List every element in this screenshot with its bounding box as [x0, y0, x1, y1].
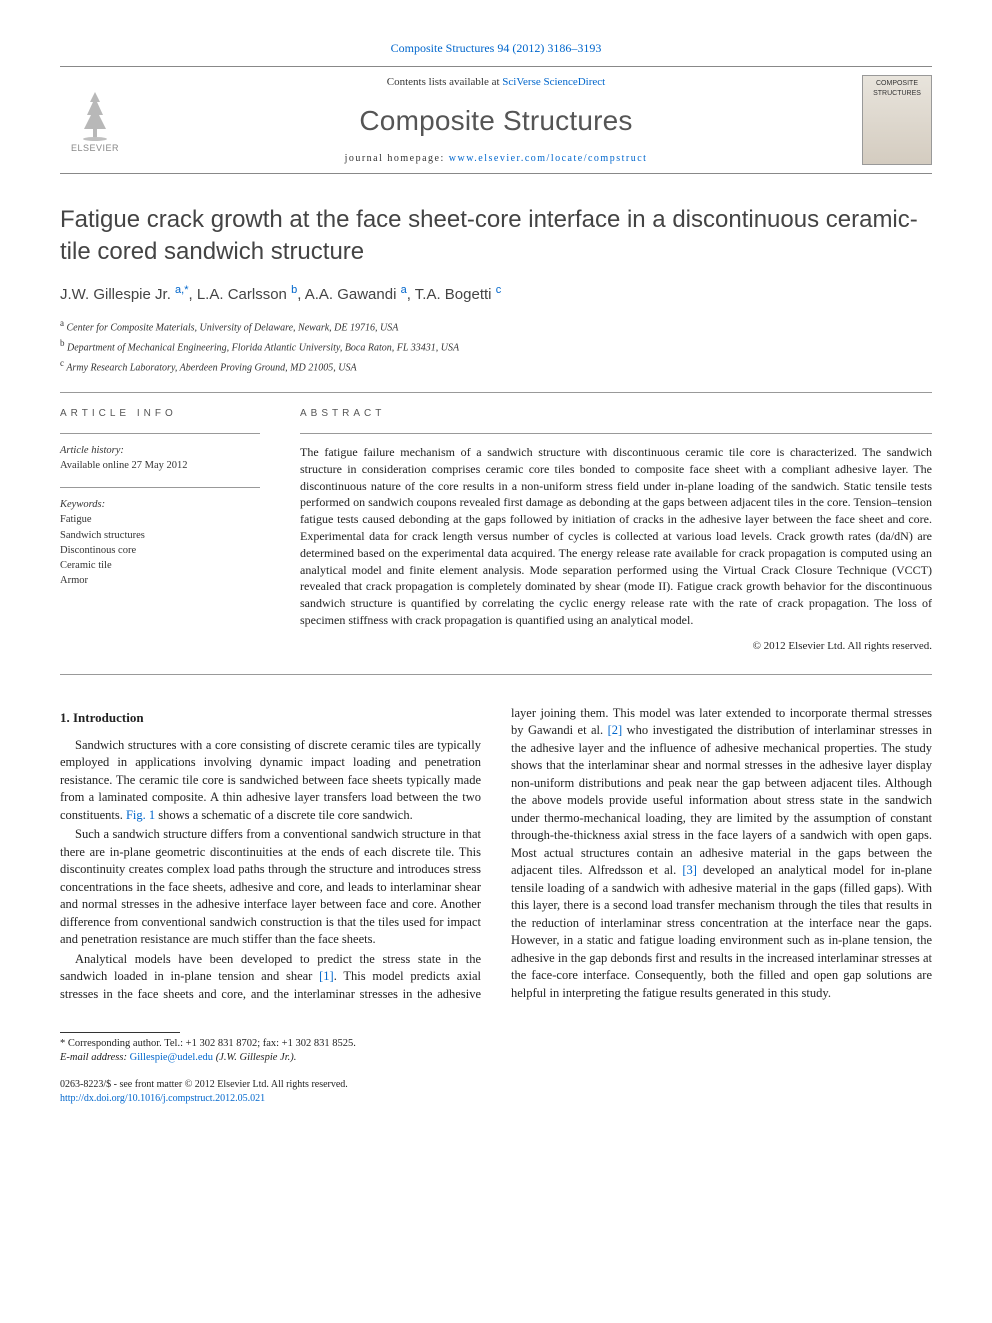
affiliation-letter: a [60, 318, 64, 328]
article-info-column: ARTICLE INFO Article history: Available … [60, 407, 260, 653]
keywords-label: Keywords: [60, 498, 260, 512]
info-divider [60, 433, 260, 434]
info-divider [60, 487, 260, 488]
author-name: L.A. Carlsson [197, 286, 287, 303]
elsevier-tree-icon [70, 87, 120, 142]
publisher-logo: ELSEVIER [60, 80, 130, 160]
email-suffix: (J.W. Gillespie Jr.). [213, 1052, 296, 1063]
affiliation-line: b Department of Mechanical Engineering, … [60, 337, 932, 355]
contents-prefix: Contents lists available at [387, 76, 502, 88]
email-line: E-mail address: Gillespie@udel.edu (J.W.… [60, 1051, 932, 1066]
reference-link[interactable]: [3] [682, 863, 697, 877]
affiliation-text: Army Research Laboratory, Aberdeen Provi… [66, 362, 356, 373]
author-name: A.A. Gawandi [305, 286, 397, 303]
journal-homepage-line: journal homepage: www.elsevier.com/locat… [130, 152, 862, 166]
license-line: 0263-8223/$ - see front matter © 2012 El… [60, 1078, 932, 1092]
affiliation-text: Center for Composite Materials, Universi… [67, 322, 399, 333]
email-link[interactable]: Gillespie@udel.edu [130, 1052, 213, 1063]
homepage-prefix: journal homepage: [345, 153, 449, 164]
journal-name: Composite Structures [130, 102, 862, 140]
affiliation-letter: b [60, 338, 65, 348]
email-label: E-mail address: [60, 1052, 130, 1063]
abstract-copyright: © 2012 Elsevier Ltd. All rights reserved… [300, 639, 932, 654]
sciencedirect-link[interactable]: SciVerse ScienceDirect [502, 76, 605, 88]
body-two-column: 1. Introduction Sandwich structures with… [60, 705, 932, 1004]
reference-link[interactable]: [2] [608, 723, 623, 737]
abstract-divider [300, 433, 932, 434]
article-history-value: Available online 27 May 2012 [60, 459, 260, 473]
journal-cover-thumbnail: COMPOSITE STRUCTURES [862, 75, 932, 165]
affiliation-marker: c [496, 284, 502, 296]
info-abstract-row: ARTICLE INFO Article history: Available … [60, 407, 932, 653]
publisher-name: ELSEVIER [71, 142, 119, 154]
affiliations-block: a Center for Composite Materials, Univer… [60, 317, 932, 374]
cover-text: COMPOSITE STRUCTURES [866, 79, 928, 98]
affiliation-line: a Center for Composite Materials, Univer… [60, 317, 932, 335]
journal-homepage-link[interactable]: www.elsevier.com/locate/compstruct [449, 153, 648, 164]
contents-available-line: Contents lists available at SciVerse Sci… [130, 75, 862, 90]
authors-line: J.W. Gillespie Jr. a,*, L.A. Carlsson b,… [60, 283, 932, 305]
citation-link[interactable]: Composite Structures 94 (2012) 3186–3193 [60, 40, 932, 56]
corresponding-author-line: * Corresponding author. Tel.: +1 302 831… [60, 1037, 932, 1052]
keyword: Armor [60, 574, 260, 588]
affiliation-text: Department of Mechanical Engineering, Fl… [67, 342, 459, 353]
journal-header-center: Contents lists available at SciVerse Sci… [130, 75, 862, 165]
author-name: T.A. Bogetti [415, 286, 492, 303]
para-text: developed an analytical model for in-pla… [511, 863, 932, 1000]
abstract-text: The fatigue failure mechanism of a sandw… [300, 444, 932, 629]
body-paragraph: Such a sandwich structure differs from a… [60, 826, 481, 949]
author-name: J.W. Gillespie Jr. [60, 286, 171, 303]
body-paragraph: Sandwich structures with a core consisti… [60, 737, 481, 825]
footnote-divider [60, 1032, 180, 1033]
keyword: Fatigue [60, 513, 260, 527]
abstract-heading: ABSTRACT [300, 407, 932, 421]
section-divider [60, 392, 932, 393]
para-text: shows a schematic of a discrete tile cor… [155, 808, 413, 822]
section-divider [60, 674, 932, 675]
affiliation-marker: b [291, 284, 297, 296]
reference-link[interactable]: [1] [319, 969, 334, 983]
affiliation-letter: c [60, 358, 64, 368]
article-info-heading: ARTICLE INFO [60, 407, 260, 421]
affiliation-marker: a,* [175, 284, 188, 296]
para-text: who investigated the distribution of int… [511, 723, 932, 877]
keyword: Ceramic tile [60, 559, 260, 573]
keyword: Discontinous core [60, 544, 260, 558]
affiliation-line: c Army Research Laboratory, Aberdeen Pro… [60, 357, 932, 375]
abstract-column: ABSTRACT The fatigue failure mechanism o… [300, 407, 932, 653]
figure-reference-link[interactable]: Fig. 1 [126, 808, 155, 822]
keyword: Sandwich structures [60, 529, 260, 543]
page-footer: * Corresponding author. Tel.: +1 302 831… [60, 1032, 932, 1106]
affiliation-marker: a [401, 284, 407, 296]
article-history-label: Article history: [60, 444, 260, 458]
section-heading: 1. Introduction [60, 709, 481, 727]
doi-link[interactable]: http://dx.doi.org/10.1016/j.compstruct.2… [60, 1092, 932, 1106]
article-title: Fatigue crack growth at the face sheet-c… [60, 204, 932, 266]
journal-header: ELSEVIER Contents lists available at Sci… [60, 66, 932, 174]
